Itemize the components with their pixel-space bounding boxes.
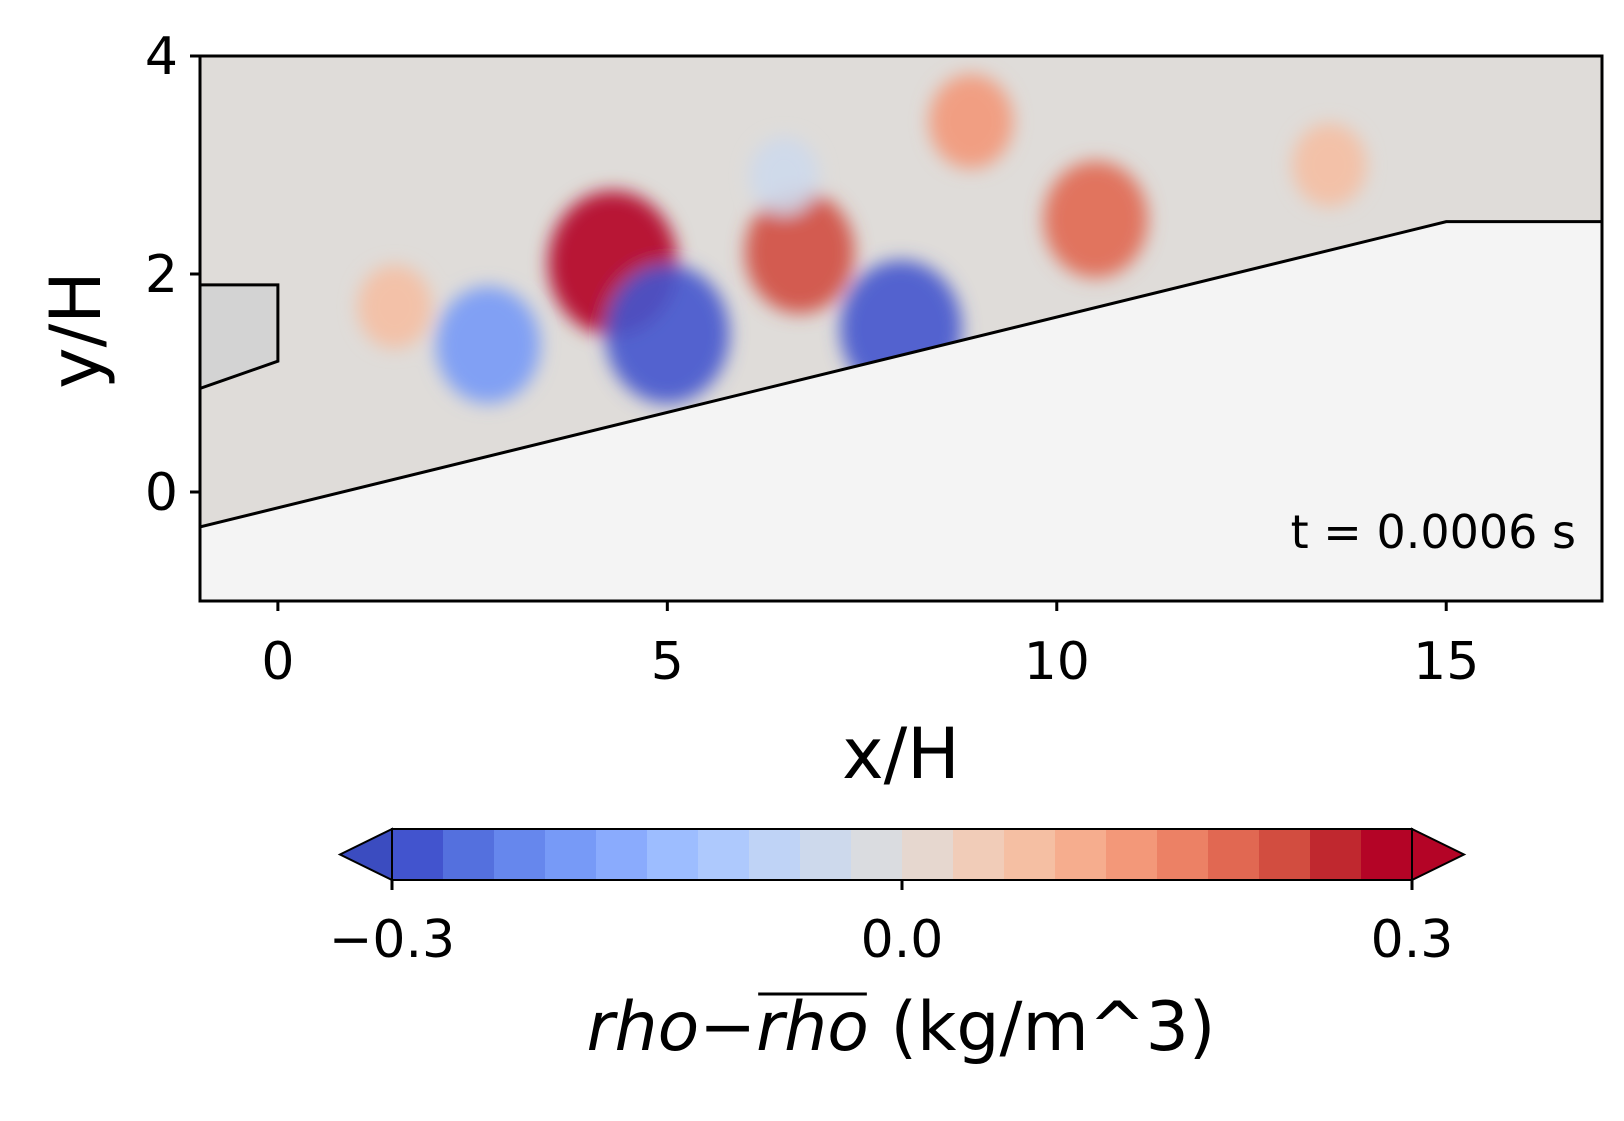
x-tick-label: 15 bbox=[1413, 632, 1479, 692]
field-feature-6 bbox=[1043, 161, 1148, 278]
colorbar-tick-label: −0.3 bbox=[329, 910, 455, 970]
field-feature-9 bbox=[749, 137, 819, 215]
y-tick-label: 0 bbox=[145, 463, 178, 523]
field-feature-1 bbox=[605, 264, 730, 404]
ramp-solid-region bbox=[200, 221, 1602, 601]
colorbar-tick-label: 0.3 bbox=[1371, 910, 1454, 970]
colorbar-ticks: −0.3 0.0 0.3 bbox=[329, 880, 1453, 970]
colorbar-cell bbox=[1361, 829, 1413, 880]
colorbar-cell bbox=[800, 829, 852, 880]
colorbar-cell bbox=[494, 829, 546, 880]
colorbar-cell bbox=[1004, 829, 1056, 880]
colorbar-over-extension bbox=[1411, 827, 1467, 882]
ramp-wall bbox=[200, 220, 1602, 529]
colorbar-cell bbox=[596, 829, 648, 880]
colorbar-cell bbox=[1310, 829, 1362, 880]
colorbar-cell bbox=[953, 829, 1005, 880]
colorbar-under-extension bbox=[337, 827, 393, 882]
y-tick-label: 4 bbox=[145, 27, 178, 87]
colorbar: −0.3 0.0 0.3 rho−rho (kg/m^3) bbox=[329, 827, 1467, 1067]
colorbar-cell bbox=[647, 829, 699, 880]
x-axis-label: x/H bbox=[842, 713, 960, 795]
colorbar-cell bbox=[1208, 829, 1260, 880]
y-tick-label: 2 bbox=[145, 245, 178, 305]
y-axis-label: y/H bbox=[35, 271, 117, 389]
colorbar-label-unit: (kg/m^3) bbox=[869, 988, 1216, 1067]
time-annotation: t = 0.0006 s bbox=[1291, 505, 1576, 559]
colorbar-cell bbox=[545, 829, 597, 880]
colorbar-label-mean: rho bbox=[756, 988, 869, 1067]
field-feature-3 bbox=[357, 265, 432, 349]
colorbar-cell bbox=[1259, 829, 1311, 880]
plot-area: 0 5 10 15 0 2 4 t = 0.0006 s x/H y/H bbox=[35, 27, 1604, 795]
colorbar-cell bbox=[1157, 829, 1209, 880]
colorbar-label-main: rho− bbox=[587, 988, 757, 1067]
colorbar-cells bbox=[392, 829, 1413, 880]
colorbar-label: rho−rho (kg/m^3) bbox=[587, 988, 1216, 1067]
field-feature-4 bbox=[745, 190, 855, 314]
field-feature-7 bbox=[928, 74, 1014, 169]
colorbar-cell bbox=[749, 829, 801, 880]
colorbar-cell bbox=[902, 829, 954, 880]
field-feature-2 bbox=[436, 286, 541, 404]
colorbar-cell bbox=[851, 829, 903, 880]
colorbar-cell bbox=[1055, 829, 1107, 880]
x-tick-label: 0 bbox=[261, 632, 294, 692]
colorbar-cell bbox=[1106, 829, 1158, 880]
field-feature-8 bbox=[1292, 123, 1367, 207]
plot-frame bbox=[198, 54, 1604, 603]
colorbar-cell bbox=[698, 829, 750, 880]
x-tick-label: 10 bbox=[1024, 632, 1090, 692]
bluff-body bbox=[200, 283, 280, 391]
x-tick-label: 5 bbox=[651, 632, 684, 692]
y-axis-ticks: 0 2 4 bbox=[145, 27, 200, 523]
colorbar-cell bbox=[443, 829, 495, 880]
colorbar-cell bbox=[392, 829, 444, 880]
x-axis-ticks: 0 5 10 15 bbox=[261, 601, 1479, 692]
colorbar-tick-label: 0.0 bbox=[861, 910, 944, 970]
